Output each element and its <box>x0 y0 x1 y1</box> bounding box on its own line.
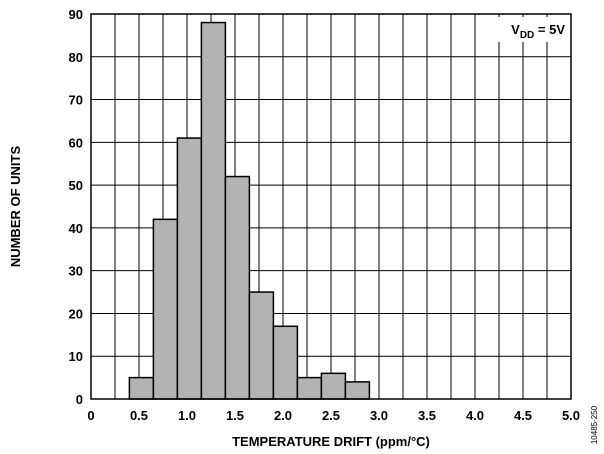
x-tick-label: 1.0 <box>178 408 196 423</box>
x-tick-label: 5.0 <box>562 408 580 423</box>
x-tick-label: 4.5 <box>514 408 532 423</box>
vdd-annotation-main: V <box>511 22 520 37</box>
x-tick-label: 4.0 <box>466 408 484 423</box>
x-tick-label: 2.5 <box>322 408 340 423</box>
histogram-bar <box>272 325 299 400</box>
y-tick-label: 50 <box>69 178 83 193</box>
y-tick-labels: 0 10 20 30 40 50 60 70 80 90 <box>69 7 83 407</box>
y-tick-label: 30 <box>69 264 83 279</box>
y-tick-label: 20 <box>69 306 83 321</box>
y-tick-label: 90 <box>69 7 83 22</box>
histogram-bar <box>248 291 275 400</box>
y-tick-label: 80 <box>69 50 83 65</box>
x-axis-title: TEMPERATURE DRIFT (ppm/°C) <box>232 434 430 449</box>
x-tick-label: 0 <box>87 408 94 423</box>
histogram-bar <box>344 381 371 400</box>
x-tick-label: 0.5 <box>130 408 148 423</box>
x-tick-label: 2.0 <box>274 408 292 423</box>
histogram-bar <box>296 376 323 400</box>
bars <box>128 21 371 400</box>
y-tick-label: 70 <box>69 93 83 108</box>
histogram-bar <box>224 175 251 400</box>
vdd-annotation-rest: = 5V <box>534 22 565 37</box>
vdd-annotation: VDD = 5V <box>511 22 565 41</box>
x-tick-labels: 0 0.5 1.0 1.5 2.0 2.5 3.0 3.5 4.0 4.5 5.0 <box>87 408 580 423</box>
histogram-bar <box>128 376 155 400</box>
vdd-annotation-sub: DD <box>520 30 534 41</box>
annotation-background <box>491 17 567 42</box>
histogram-bar <box>152 218 179 400</box>
y-axis-title: NUMBER OF UNITS <box>8 146 23 268</box>
plot-frame <box>90 13 572 400</box>
histogram-bar <box>320 372 347 400</box>
figure-code: 10485-250 <box>590 405 599 444</box>
y-tick-label: 0 <box>76 392 83 407</box>
x-tick-label: 3.5 <box>418 408 436 423</box>
y-tick-label: 40 <box>69 221 83 236</box>
y-tick-label: 10 <box>69 349 83 364</box>
histogram-bar <box>200 21 227 400</box>
y-tick-label: 60 <box>69 135 83 150</box>
x-tick-label: 3.0 <box>370 408 388 423</box>
x-tick-label: 1.5 <box>226 408 244 423</box>
histogram-bar <box>176 137 203 400</box>
grid-lines <box>91 14 571 399</box>
